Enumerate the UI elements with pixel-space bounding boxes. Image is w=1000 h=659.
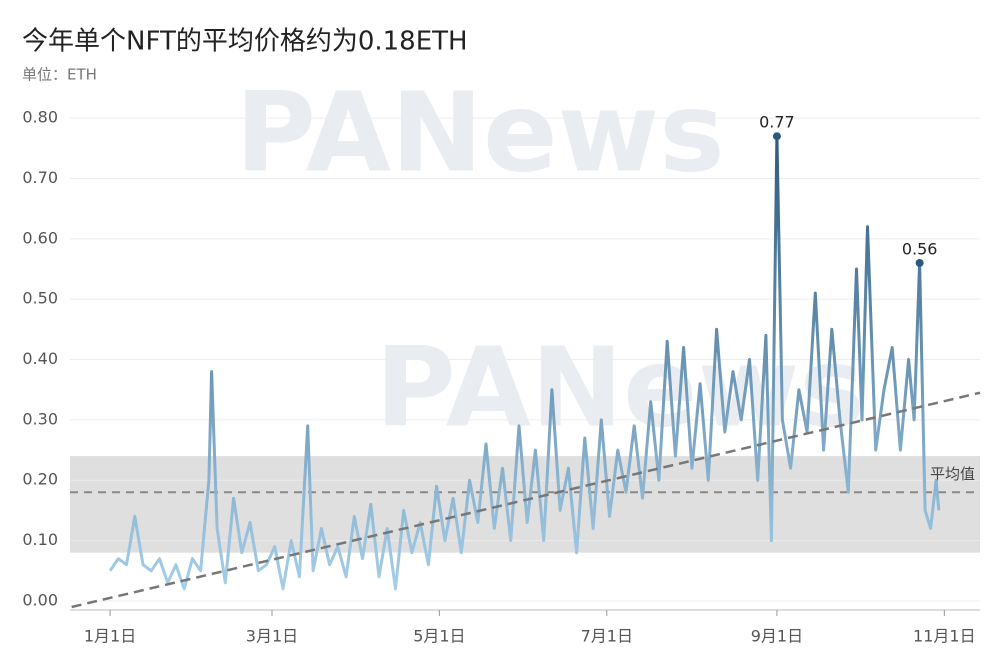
x-tick-label: 11月1日 <box>913 627 976 646</box>
y-tick-label: 0.10 <box>22 530 58 549</box>
y-tick-label: 0.60 <box>22 228 58 247</box>
annotation-label: 0.77 <box>759 113 795 132</box>
x-tick-label: 5月1日 <box>413 627 465 646</box>
y-tick-label: 0.00 <box>22 590 58 609</box>
chart-subtitle: 单位：ETH <box>22 66 97 84</box>
x-tick-label: 7月1日 <box>581 627 633 646</box>
mean-label: 平均值 <box>930 465 975 483</box>
watermark: PANews <box>375 323 864 451</box>
x-tick-label: 3月1日 <box>246 627 298 646</box>
annotation-dot <box>772 132 781 141</box>
x-tick-label: 1月1日 <box>84 627 136 646</box>
y-tick-label: 0.20 <box>22 470 58 489</box>
data-line <box>108 134 941 591</box>
y-tick-label: 0.70 <box>22 168 58 187</box>
x-tick-label: 9月1日 <box>751 627 803 646</box>
annotation-label: 0.56 <box>902 239 938 258</box>
watermark: PANews <box>235 68 724 196</box>
y-tick-label: 0.50 <box>22 289 58 308</box>
y-tick-label: 0.80 <box>22 108 58 127</box>
y-tick-label: 0.40 <box>22 349 58 368</box>
trend-line <box>71 391 981 609</box>
y-tick-label: 0.30 <box>22 409 58 428</box>
annotation-dot <box>915 258 924 267</box>
chart-title: 今年单个NFT的平均价格约为0.18ETH <box>22 27 468 57</box>
